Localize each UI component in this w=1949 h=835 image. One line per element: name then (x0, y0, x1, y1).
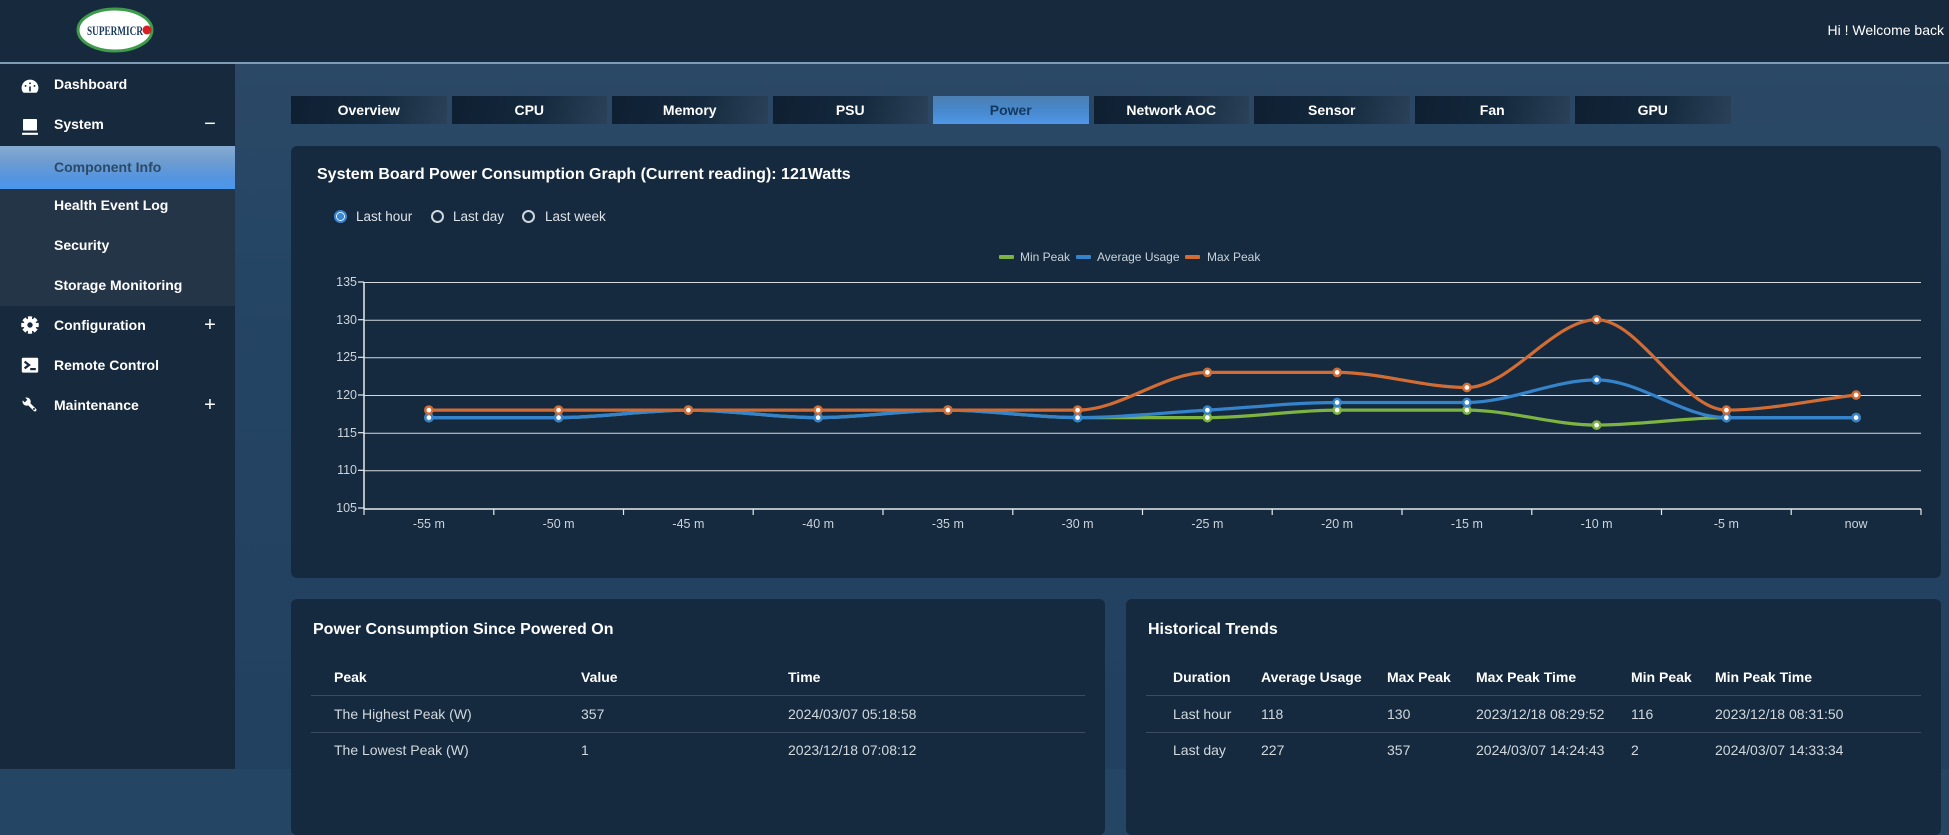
svg-text:SUPERMICR: SUPERMICR (87, 23, 143, 38)
